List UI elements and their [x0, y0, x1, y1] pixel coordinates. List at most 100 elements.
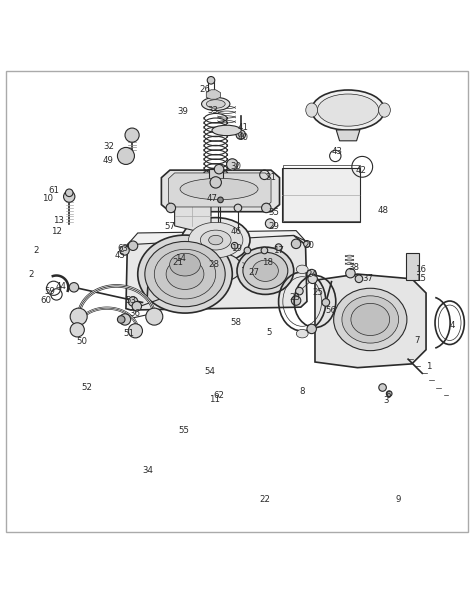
Text: 25: 25 — [313, 288, 324, 297]
Ellipse shape — [237, 247, 294, 294]
Text: 5: 5 — [266, 327, 272, 336]
Text: 34: 34 — [143, 466, 154, 475]
Polygon shape — [168, 173, 271, 207]
Circle shape — [69, 283, 79, 292]
Circle shape — [238, 132, 243, 137]
Text: 26: 26 — [200, 85, 210, 94]
Circle shape — [218, 197, 223, 203]
Circle shape — [261, 247, 268, 254]
Ellipse shape — [155, 249, 216, 299]
Text: 44: 44 — [55, 282, 67, 291]
Polygon shape — [161, 170, 280, 212]
Circle shape — [244, 247, 251, 254]
Polygon shape — [126, 235, 307, 310]
Text: 19: 19 — [231, 244, 241, 253]
Circle shape — [307, 270, 317, 279]
Text: 16: 16 — [415, 265, 426, 274]
Text: 35: 35 — [268, 208, 279, 217]
Text: 6: 6 — [385, 391, 391, 400]
Text: 22: 22 — [259, 494, 270, 504]
Text: 31: 31 — [265, 173, 276, 182]
Text: 27: 27 — [248, 268, 259, 277]
Text: 45: 45 — [114, 251, 125, 260]
Ellipse shape — [182, 218, 250, 262]
Ellipse shape — [296, 265, 308, 274]
Circle shape — [386, 391, 392, 397]
Circle shape — [234, 204, 242, 212]
Text: 57: 57 — [164, 223, 175, 232]
Circle shape — [70, 323, 84, 337]
Ellipse shape — [306, 103, 318, 117]
Text: 37: 37 — [363, 274, 374, 283]
Ellipse shape — [342, 296, 399, 343]
Text: 10: 10 — [43, 194, 54, 203]
Ellipse shape — [201, 230, 231, 250]
Text: 11: 11 — [209, 396, 220, 404]
Text: 29: 29 — [268, 223, 279, 232]
Text: 46: 46 — [230, 227, 242, 236]
Ellipse shape — [243, 252, 288, 289]
Circle shape — [236, 130, 246, 139]
Circle shape — [118, 316, 125, 323]
Ellipse shape — [334, 288, 407, 351]
Text: 59: 59 — [45, 286, 56, 295]
Circle shape — [292, 239, 301, 248]
Text: 14: 14 — [175, 253, 186, 262]
Circle shape — [166, 203, 175, 213]
Ellipse shape — [138, 235, 232, 313]
Text: 42: 42 — [356, 166, 366, 175]
Text: 21: 21 — [173, 258, 183, 267]
Text: 63: 63 — [117, 244, 128, 253]
Text: 15: 15 — [415, 274, 426, 283]
Text: 2: 2 — [33, 246, 39, 255]
Circle shape — [275, 244, 282, 250]
Circle shape — [125, 128, 139, 142]
Ellipse shape — [180, 178, 258, 200]
Text: 23: 23 — [289, 293, 300, 302]
Circle shape — [119, 314, 131, 325]
Text: 60: 60 — [40, 296, 51, 305]
Text: 12: 12 — [51, 227, 62, 236]
Ellipse shape — [379, 103, 391, 117]
Text: 43: 43 — [332, 147, 343, 156]
Text: 18: 18 — [262, 258, 273, 267]
Ellipse shape — [170, 253, 201, 276]
Text: 41: 41 — [237, 123, 248, 132]
Ellipse shape — [145, 241, 225, 307]
Circle shape — [307, 324, 317, 333]
Ellipse shape — [189, 223, 243, 258]
Text: 61: 61 — [48, 186, 59, 195]
Circle shape — [146, 308, 163, 325]
Ellipse shape — [252, 260, 278, 282]
Circle shape — [128, 241, 138, 250]
Ellipse shape — [194, 253, 242, 282]
Ellipse shape — [296, 329, 308, 338]
Ellipse shape — [201, 97, 230, 110]
Text: 62: 62 — [214, 391, 225, 400]
Bar — [283, 165, 360, 221]
Text: 39: 39 — [177, 107, 188, 116]
Text: 55: 55 — [179, 426, 190, 435]
Text: 50: 50 — [76, 337, 88, 346]
Circle shape — [292, 296, 301, 305]
Circle shape — [231, 242, 238, 249]
Bar — [282, 168, 360, 222]
Ellipse shape — [212, 125, 241, 136]
Bar — [406, 253, 419, 280]
Text: 32: 32 — [103, 142, 114, 151]
Text: 56: 56 — [325, 306, 336, 315]
Circle shape — [65, 189, 73, 197]
Text: 7: 7 — [415, 336, 420, 345]
Circle shape — [379, 384, 386, 391]
Circle shape — [355, 275, 363, 283]
Text: 33: 33 — [207, 106, 218, 115]
Text: 38: 38 — [349, 263, 360, 272]
Text: 30: 30 — [230, 162, 242, 171]
Text: 8: 8 — [300, 387, 305, 396]
Text: 17: 17 — [273, 246, 284, 255]
Text: 4: 4 — [449, 321, 455, 330]
Text: 51: 51 — [124, 329, 135, 338]
Polygon shape — [128, 230, 306, 245]
Text: 24: 24 — [306, 270, 317, 279]
Ellipse shape — [351, 303, 390, 335]
